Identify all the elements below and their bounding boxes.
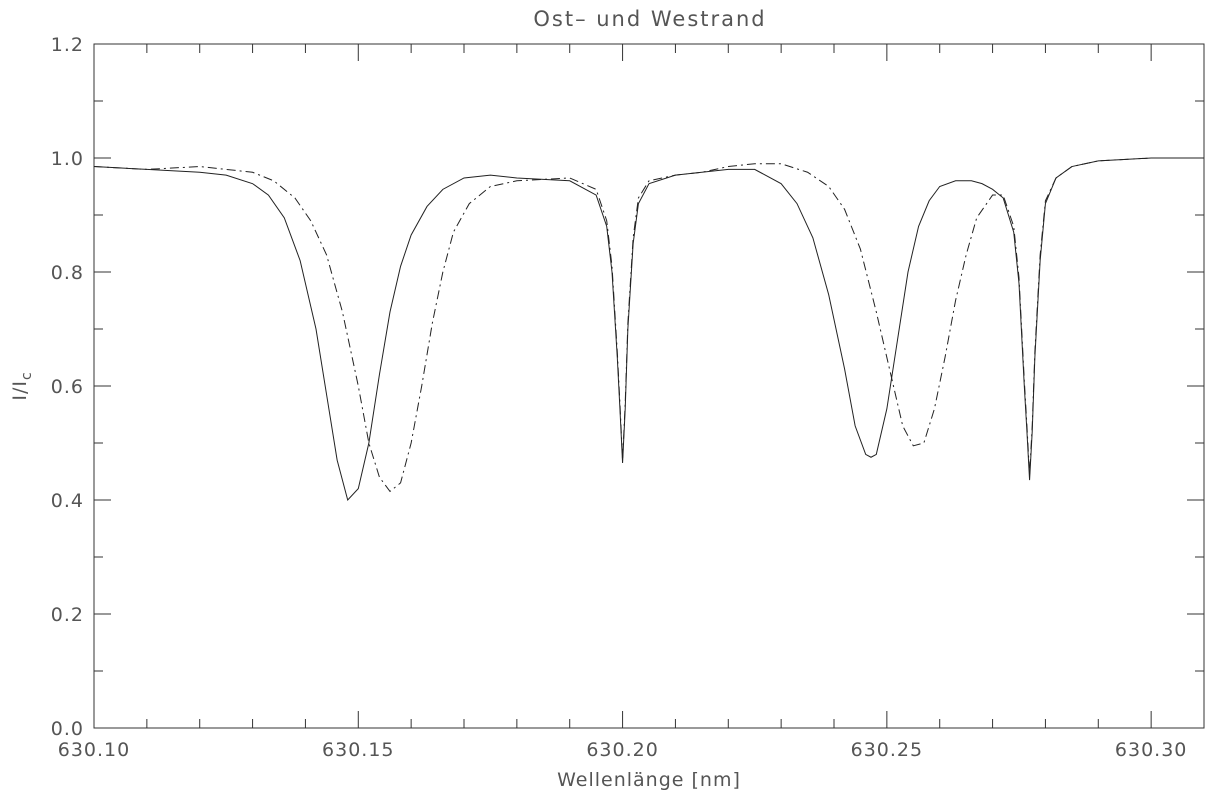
x-axis-title: Wellenlänge [nm] [557, 769, 741, 791]
y-axis-title-subscript: c [19, 371, 35, 380]
series-line-solid [93, 157, 1204, 502]
y-tick-label: 0.4 [51, 490, 84, 512]
y-tick-label: 1.0 [51, 148, 84, 170]
x-tick-label: 630.20 [586, 739, 658, 761]
x-tick-label: 630.25 [851, 739, 923, 761]
y-tick-label: 0.8 [51, 262, 84, 284]
y-axis-title-main: I/I [9, 380, 31, 401]
x-tick-label: 630.15 [322, 739, 394, 761]
series-line-dash-dot [93, 157, 1204, 493]
series-layer [93, 157, 1204, 502]
y-axis-title: I/Ic [9, 371, 35, 400]
y-tick-label: 0.2 [51, 604, 84, 626]
y-tick-labels: 0.0 0.2 0.4 0.6 0.8 1.0 1.2 [51, 34, 84, 740]
chart-title: Ost– und Westrand [533, 7, 766, 31]
y-tick-label: 1.2 [51, 34, 84, 56]
y-tick-label: 0.6 [51, 376, 84, 398]
x-tick-label: 630.30 [1115, 739, 1187, 761]
y-tick-label: 0.0 [51, 718, 84, 740]
plot-frame [93, 43, 1205, 729]
x-tick-label: 630.10 [58, 739, 130, 761]
x-tick-labels: 630.10 630.15 630.20 630.25 630.30 [58, 739, 1187, 761]
axis-ticks [93, 43, 1205, 729]
